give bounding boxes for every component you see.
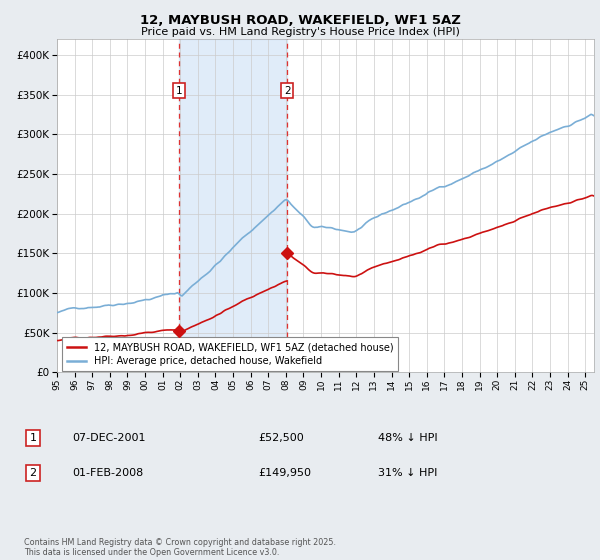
Text: 2: 2 bbox=[29, 468, 37, 478]
Text: 2: 2 bbox=[284, 86, 290, 96]
Legend: 12, MAYBUSH ROAD, WAKEFIELD, WF1 5AZ (detached house), HPI: Average price, detac: 12, MAYBUSH ROAD, WAKEFIELD, WF1 5AZ (de… bbox=[62, 337, 398, 371]
Text: £52,500: £52,500 bbox=[258, 433, 304, 443]
Text: 48% ↓ HPI: 48% ↓ HPI bbox=[378, 433, 437, 443]
Text: 1: 1 bbox=[29, 433, 37, 443]
Text: 07-DEC-2001: 07-DEC-2001 bbox=[72, 433, 146, 443]
Text: 01-FEB-2008: 01-FEB-2008 bbox=[72, 468, 143, 478]
Text: 12, MAYBUSH ROAD, WAKEFIELD, WF1 5AZ: 12, MAYBUSH ROAD, WAKEFIELD, WF1 5AZ bbox=[140, 14, 460, 27]
Text: Contains HM Land Registry data © Crown copyright and database right 2025.
This d: Contains HM Land Registry data © Crown c… bbox=[24, 538, 336, 557]
Text: 1: 1 bbox=[176, 86, 182, 96]
Text: £149,950: £149,950 bbox=[258, 468, 311, 478]
Bar bbox=[179, 39, 287, 372]
Text: 31% ↓ HPI: 31% ↓ HPI bbox=[378, 468, 437, 478]
Text: Price paid vs. HM Land Registry's House Price Index (HPI): Price paid vs. HM Land Registry's House … bbox=[140, 27, 460, 37]
